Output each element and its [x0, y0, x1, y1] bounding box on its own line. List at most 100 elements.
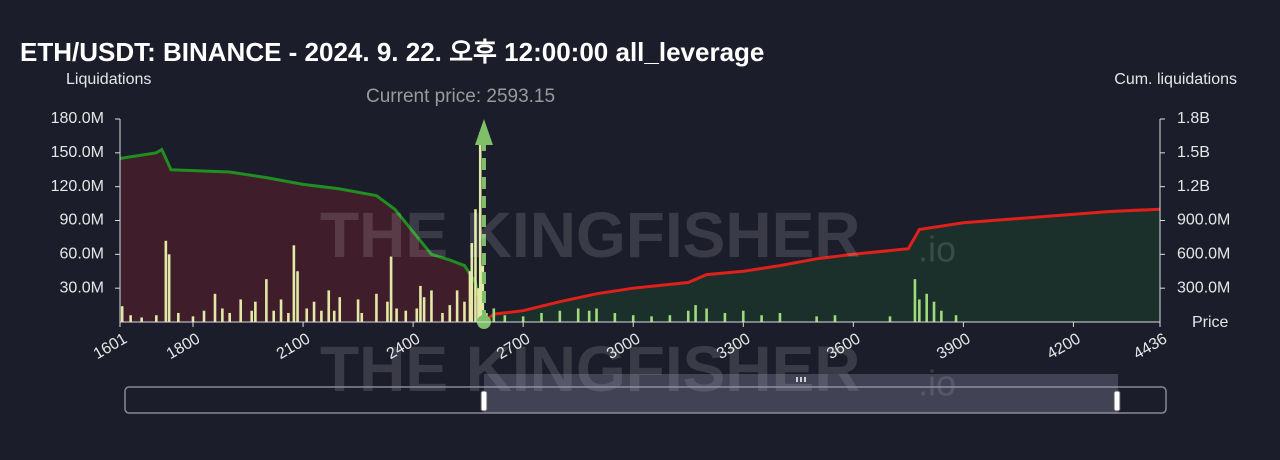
bar	[386, 301, 389, 322]
x-axis-label: Price	[1192, 314, 1229, 331]
bar	[177, 312, 180, 322]
bar	[587, 310, 591, 322]
bar	[389, 256, 393, 322]
bar	[155, 315, 158, 322]
bar	[441, 312, 444, 322]
current-price-arrow	[474, 119, 493, 145]
bar	[686, 310, 690, 322]
bar	[292, 245, 296, 322]
bar	[202, 310, 206, 322]
y-tick-label: 90.0M	[60, 212, 104, 229]
cum-line	[119, 147, 486, 323]
bar	[312, 301, 316, 322]
bar	[913, 279, 917, 322]
y2-tick-label: 1.5B	[1177, 144, 1210, 161]
bar	[228, 312, 231, 322]
y2-tick-label: 300.0M	[1177, 279, 1230, 296]
bar	[540, 312, 543, 322]
bar	[468, 271, 472, 322]
bar	[140, 317, 143, 322]
bar	[265, 279, 268, 322]
y-tick-label: 150.0M	[51, 144, 104, 161]
cum-area	[483, 209, 1160, 322]
bar	[338, 297, 342, 322]
bar	[221, 308, 224, 322]
bar	[576, 308, 580, 322]
y2-tick-label: 900.0M	[1177, 212, 1230, 229]
bar	[631, 315, 635, 322]
zoom-slider[interactable]	[124, 374, 1167, 414]
bar	[120, 306, 124, 322]
bar	[415, 308, 419, 322]
slider-track	[124, 386, 1167, 414]
bar	[250, 310, 253, 322]
bar	[760, 315, 763, 322]
bar	[918, 299, 921, 322]
bar	[778, 312, 782, 322]
bar	[254, 301, 257, 322]
bar	[279, 299, 283, 322]
bar	[463, 301, 466, 322]
y-tick-label: 60.0M	[60, 246, 104, 263]
bar	[723, 312, 727, 322]
y-tick-label: 30.0M	[60, 279, 104, 296]
bar	[492, 308, 496, 322]
slider-grip	[796, 377, 806, 382]
bar	[478, 132, 482, 322]
watermark-group: THE KINGFISHER .io THE KINGFISHER .io	[320, 199, 956, 405]
y-tick-label: 180.0M	[51, 110, 104, 127]
bar	[558, 310, 562, 322]
bar	[327, 290, 331, 322]
bar	[239, 299, 242, 322]
bar	[287, 312, 290, 322]
bar	[470, 243, 474, 322]
watermark: THE KINGFISHER	[320, 333, 860, 405]
watermark-suffix: .io	[918, 363, 956, 404]
bar	[694, 305, 697, 322]
bar	[332, 310, 336, 322]
annotation: Current price: 2593.15	[366, 86, 555, 107]
bar	[455, 290, 459, 322]
y-tick-label: 120.0M	[51, 178, 104, 195]
bar	[503, 315, 507, 322]
bar	[305, 308, 309, 322]
bar	[932, 301, 936, 322]
bar	[815, 316, 818, 322]
bar	[272, 310, 276, 322]
bar	[888, 316, 892, 322]
bar	[477, 288, 480, 322]
bar	[422, 297, 426, 322]
bar	[213, 293, 217, 322]
bar	[430, 290, 433, 322]
bar	[940, 310, 943, 322]
bar	[375, 293, 378, 322]
y2-tick-label: 1.8B	[1177, 110, 1210, 127]
cum-area	[120, 149, 484, 322]
bar	[521, 316, 525, 322]
y2-tick-label: 600.0M	[1177, 246, 1230, 263]
bar	[595, 308, 598, 322]
y-axis-label: Liquidations	[66, 71, 151, 88]
bar	[395, 308, 398, 322]
cum-line	[483, 207, 1161, 324]
bar	[320, 310, 323, 322]
bar	[404, 310, 408, 322]
bar	[741, 310, 745, 322]
bar	[613, 312, 617, 322]
bar	[129, 315, 132, 322]
bar	[668, 315, 672, 322]
slider-handle[interactable]	[1113, 390, 1121, 412]
bar	[167, 254, 171, 322]
plot	[119, 119, 1161, 329]
bar	[705, 308, 708, 322]
bar	[925, 293, 928, 322]
bar	[191, 316, 195, 322]
watermark-suffix: .io	[918, 229, 956, 270]
bar	[419, 285, 422, 322]
slider-handle[interactable]	[480, 390, 488, 412]
bar	[360, 312, 364, 322]
bar	[296, 271, 299, 322]
bar	[448, 305, 452, 322]
y2-axis-label: Cum. liquidations	[1114, 71, 1237, 88]
